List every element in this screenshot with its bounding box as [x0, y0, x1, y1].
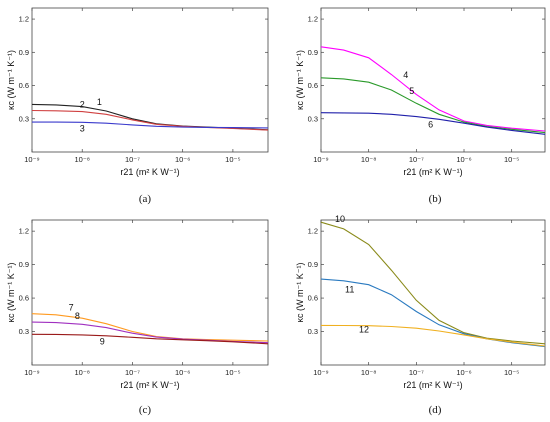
y-tick-label: 0.9: [19, 48, 29, 57]
x-axis-label: r21 (m² K W⁻¹): [120, 167, 179, 177]
y-tick-label: 0.3: [19, 114, 29, 123]
panel-caption: (b): [429, 193, 442, 205]
x-tick-label: 10⁻⁸: [74, 368, 89, 377]
y-axis-label: κc (W m⁻¹ K⁻¹): [295, 50, 305, 110]
y-tick-label: 1.2: [19, 227, 29, 236]
y-tick-label: 0.6: [308, 81, 318, 90]
x-tick-label: 10⁻⁵: [504, 155, 519, 164]
plot-frame: [31, 7, 269, 153]
series-label-6: 6: [428, 119, 433, 129]
y-tick-label: 1.2: [308, 15, 318, 24]
y-tick-label: 0.3: [308, 327, 318, 336]
y-tick-label: 1.2: [19, 15, 29, 24]
x-tick-label: 10⁻⁶: [175, 155, 190, 164]
series-label-4: 4: [403, 70, 408, 80]
x-axis-label: r21 (m² K W⁻¹): [120, 380, 179, 390]
x-tick-label: 10⁻⁹: [24, 368, 40, 377]
x-tick-label: 10⁻⁹: [313, 368, 329, 377]
x-tick-label: 10⁻⁷: [125, 155, 140, 164]
x-tick-label: 10⁻⁵: [504, 368, 519, 377]
panel-a: 0.3 0.6 0.9 1.2 10⁻⁹ 10⁻⁸ 10⁻⁷ 10⁻⁶ 10⁻⁵ r21 (m² …: [6, 7, 269, 205]
x-tick-label: 10⁻⁸: [361, 155, 376, 164]
series-line-8: [31, 321, 269, 344]
y-tick-label: 0.6: [19, 81, 29, 90]
series-label-5: 5: [409, 86, 414, 96]
y-axis-label: κc (W m⁻¹ K⁻¹): [295, 263, 305, 323]
series-label-9: 9: [100, 337, 105, 347]
y-tick-label: 0.9: [308, 260, 318, 269]
x-tick-label: 10⁻⁷: [409, 368, 424, 377]
series-line-5: [320, 77, 546, 134]
plot-frame: [31, 219, 269, 366]
series-line-10: [320, 221, 546, 345]
panel-caption: (a): [139, 193, 152, 205]
series-line-9: [31, 333, 269, 345]
panel-d: 0.3 0.6 0.9 1.2 10⁻⁹ 10⁻⁸ 10⁻⁷ 10⁻⁶ 10⁻⁵ r21 (m² …: [295, 214, 546, 416]
series-line-4: [320, 46, 546, 132]
y-tick-label: 0.3: [19, 327, 29, 336]
y-axis-label: κc (W m⁻¹ K⁻¹): [6, 263, 16, 323]
series-label-11: 11: [345, 285, 354, 295]
y-tick-label: 0.9: [19, 260, 29, 269]
x-axis-label: r21 (m² K W⁻¹): [403, 167, 462, 177]
series-label-3: 3: [80, 123, 85, 133]
panel-b: 0.3 0.6 0.9 1.2 10⁻⁹ 10⁻⁸ 10⁻⁷ 10⁻⁶ 10⁻⁵ r21 (m² …: [295, 7, 546, 205]
x-tick-label: 10⁻⁷: [409, 155, 424, 164]
panel-c: 0.3 0.6 0.9 1.2 10⁻⁹ 10⁻⁸ 10⁻⁷ 10⁻⁶ 10⁻⁵ r21 (m² …: [6, 219, 269, 416]
x-tick-label: 10⁻⁶: [456, 368, 471, 377]
series-label-1: 1: [97, 97, 102, 107]
x-tick-label: 10⁻⁷: [125, 368, 140, 377]
series-label-8: 8: [75, 311, 80, 321]
series-line-3: [32, 121, 269, 129]
x-tick-label: 10⁻⁵: [225, 155, 240, 164]
series-label-2: 2: [80, 100, 85, 110]
x-tick-label: 10⁻⁶: [175, 368, 190, 377]
series-line-11: [320, 278, 546, 348]
series-label-10: 10: [335, 214, 345, 224]
series-label-12: 12: [359, 325, 369, 335]
series-label-7: 7: [69, 303, 74, 313]
x-axis-label: r21 (m² K W⁻¹): [403, 380, 462, 390]
x-tick-label: 10⁻⁵: [225, 368, 240, 377]
y-tick-label: 0.3: [308, 114, 318, 123]
x-tick-label: 10⁻⁹: [313, 155, 329, 164]
y-tick-label: 0.6: [19, 294, 29, 303]
y-axis-label: κc (W m⁻¹ K⁻¹): [6, 50, 16, 110]
series-line-6: [320, 112, 546, 135]
series-line-7: [31, 313, 269, 342]
y-tick-label: 0.6: [308, 294, 318, 303]
panel-caption: (d): [429, 404, 442, 416]
x-tick-label: 10⁻⁶: [456, 155, 471, 164]
x-tick-label: 10⁻⁸: [74, 155, 89, 164]
panel-caption: (c): [139, 404, 152, 416]
plot-frame: [320, 7, 546, 153]
plot-frame: [320, 219, 546, 366]
series-line-12: [320, 324, 546, 347]
y-tick-label: 0.9: [308, 48, 318, 57]
y-tick-label: 1.2: [308, 227, 318, 236]
x-tick-label: 10⁻⁸: [361, 368, 376, 377]
x-tick-label: 10⁻⁹: [24, 155, 40, 164]
